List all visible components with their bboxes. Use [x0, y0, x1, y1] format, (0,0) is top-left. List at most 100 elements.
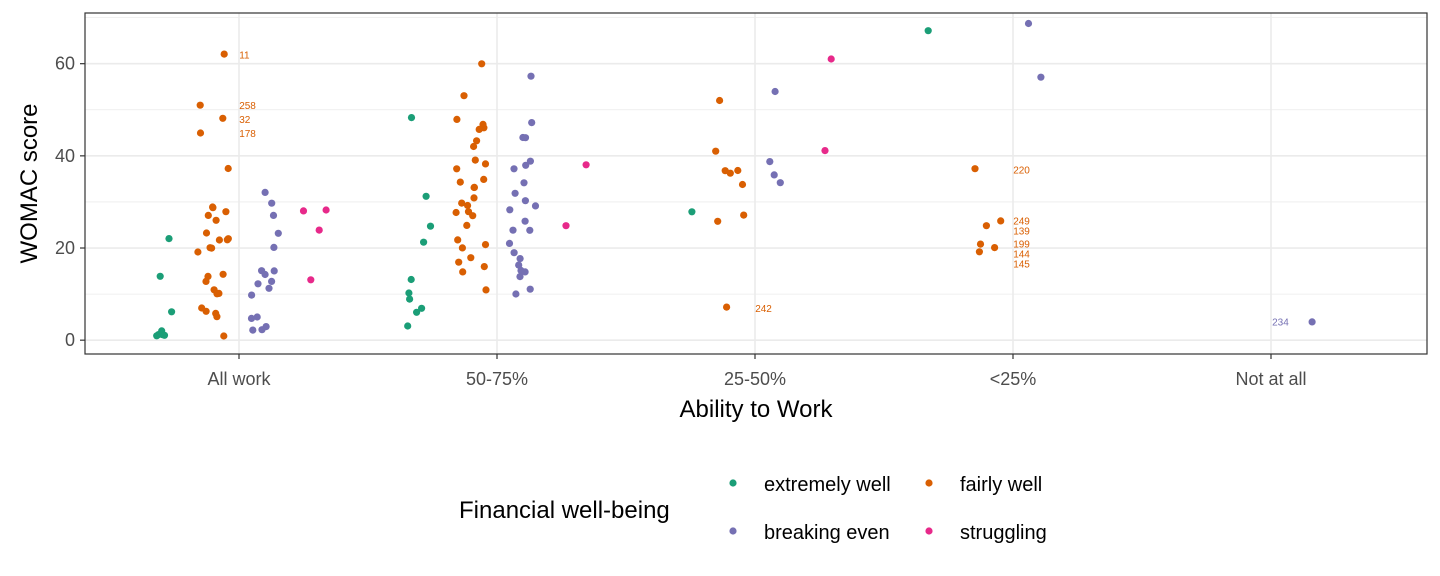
data-point: [220, 50, 228, 58]
data-point: [160, 331, 169, 339]
data-point: [505, 239, 514, 247]
data-point: [265, 284, 273, 292]
x-tick-label: 50-75%: [466, 369, 528, 389]
data-point: [526, 226, 534, 234]
data-point: [473, 137, 481, 145]
data-point: [582, 161, 590, 169]
data-point: [516, 255, 524, 263]
data-point: [405, 289, 413, 297]
data-point: [470, 183, 478, 191]
point-label: 144: [1013, 249, 1030, 260]
data-point: [202, 229, 211, 237]
data-point: [562, 222, 570, 230]
data-point: [1024, 19, 1033, 28]
data-point: [976, 240, 985, 248]
data-point: [821, 147, 829, 155]
data-point: [520, 179, 528, 187]
data-point: [526, 157, 535, 165]
data-point: [222, 208, 230, 216]
data-point: [528, 119, 536, 127]
data-point: [248, 291, 256, 299]
data-point: [464, 201, 472, 210]
x-tick-label: 25-50%: [724, 369, 786, 389]
data-point: [270, 267, 278, 275]
legend: Financial well-being extremely well fairl…: [459, 474, 1047, 544]
data-point: [322, 206, 330, 214]
y-tick-label: 20: [55, 238, 75, 258]
data-point: [268, 277, 276, 285]
data-point: [407, 275, 415, 284]
data-point: [249, 326, 257, 334]
data-point: [714, 217, 722, 225]
data-point: [997, 217, 1005, 225]
data-point: [219, 270, 227, 278]
data-point: [1308, 318, 1316, 326]
data-point: [510, 249, 518, 257]
data-point: [515, 261, 523, 269]
data-point: [213, 313, 221, 321]
data-point: [726, 169, 734, 177]
data-point: [453, 115, 461, 123]
data-point: [459, 268, 467, 276]
data-point: [480, 175, 488, 183]
data-point: [716, 96, 724, 105]
data-point: [521, 217, 529, 225]
data-point: [156, 272, 164, 280]
data-point: [420, 238, 428, 246]
data-point: [261, 188, 269, 196]
data-point: [212, 216, 220, 224]
data-point: [991, 244, 999, 252]
data-point: [521, 197, 530, 205]
data-point: [475, 125, 483, 133]
data-point: [924, 27, 932, 35]
x-tick-label: Not at all: [1235, 369, 1306, 389]
point-label: 11: [239, 51, 250, 62]
data-point: [204, 211, 212, 219]
data-point: [270, 243, 278, 251]
data-point: [224, 235, 232, 243]
point-label: 178: [239, 129, 256, 140]
data-point: [452, 208, 460, 217]
x-axis-title: Ability to Work: [680, 396, 834, 423]
data-point: [1037, 73, 1045, 81]
data-point: [213, 290, 221, 298]
y-tick-label: 40: [55, 146, 75, 166]
data-point: [463, 221, 471, 229]
y-tick-label: 0: [65, 330, 75, 350]
point-label: 145: [1013, 259, 1030, 270]
data-point: [511, 189, 519, 197]
data-point: [168, 308, 176, 316]
data-point: [470, 142, 478, 151]
gridlines: [85, 13, 1427, 354]
legend-key: [729, 527, 737, 535]
data-point: [734, 166, 742, 175]
legend-key: [925, 527, 933, 535]
data-point: [527, 72, 535, 80]
data-point: [517, 266, 525, 275]
data-point: [269, 211, 278, 219]
data-point: [458, 244, 466, 252]
data-point: [458, 199, 466, 207]
data-point: [299, 207, 308, 215]
data-point: [261, 270, 269, 279]
data-point: [522, 161, 530, 169]
point-label: 139: [1013, 226, 1030, 237]
data-point: [153, 332, 161, 340]
data-point: [208, 244, 216, 252]
data-point: [215, 236, 223, 244]
legend-label: struggling: [960, 522, 1047, 544]
data-point: [274, 229, 282, 237]
data-point: [510, 165, 518, 173]
point-label: 234: [1272, 318, 1289, 329]
data-point: [404, 322, 412, 330]
data-point: [406, 295, 414, 303]
data-point: [516, 273, 524, 281]
data-point: [506, 206, 514, 214]
x-tick-label: <25%: [990, 369, 1037, 389]
data-point: [478, 60, 486, 68]
data-point: [407, 114, 416, 122]
point-label: 249: [1013, 216, 1030, 227]
